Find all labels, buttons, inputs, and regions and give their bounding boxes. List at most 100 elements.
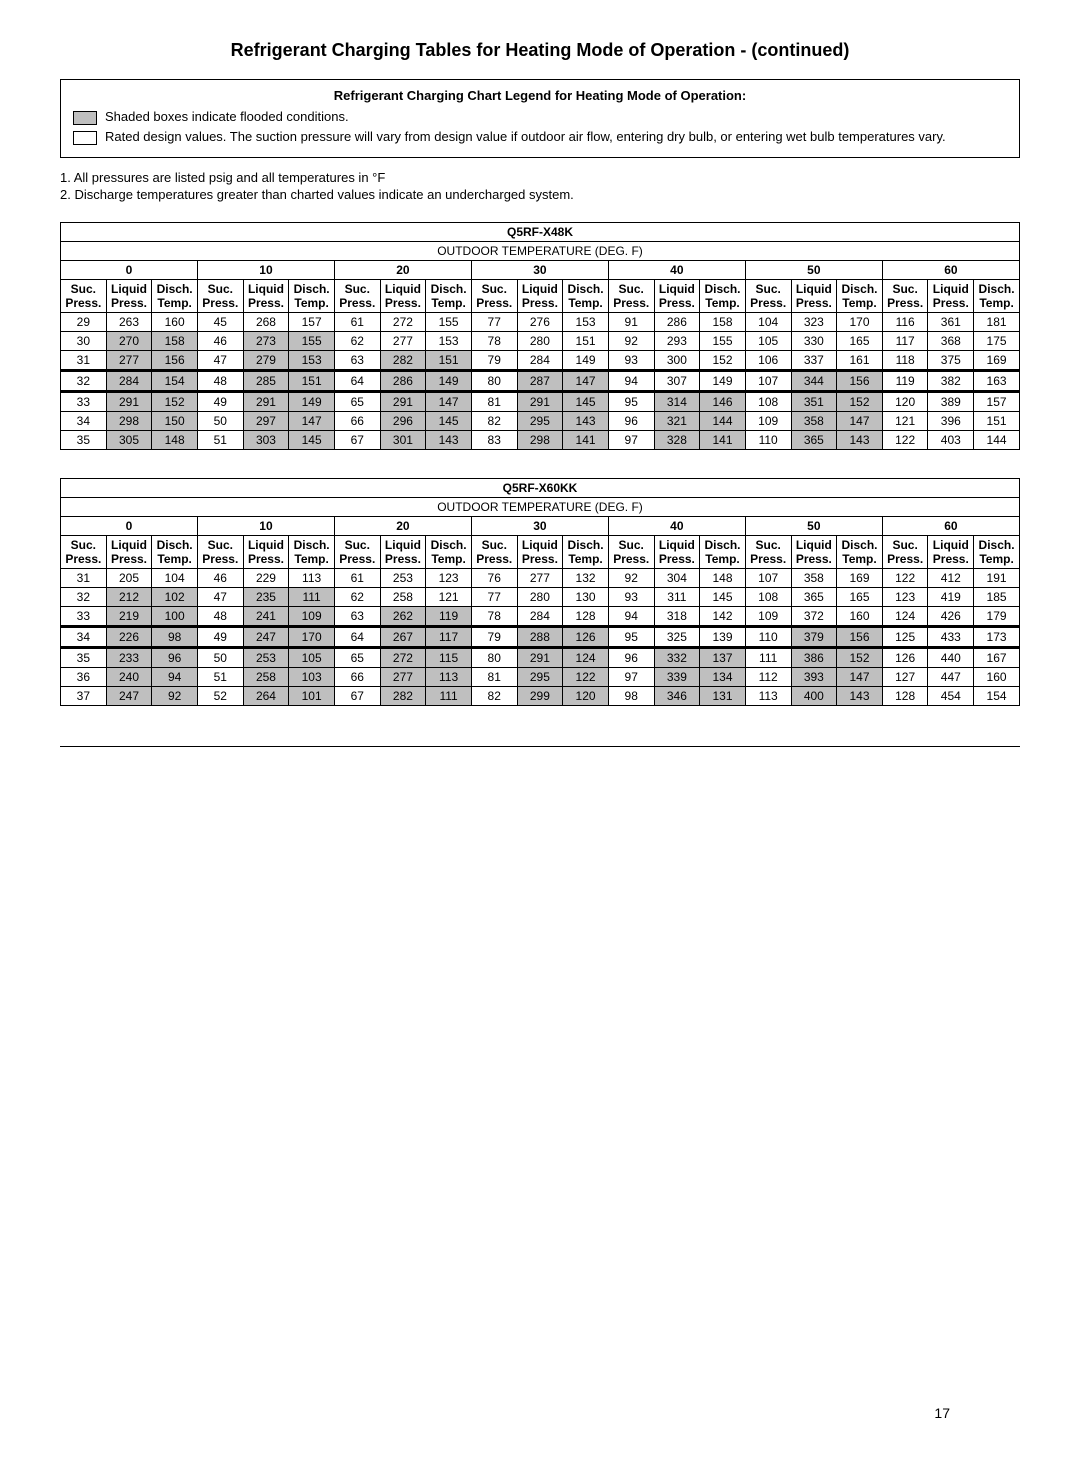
table-cell: 368 — [928, 332, 974, 351]
table-cell: 273 — [243, 332, 289, 351]
table-row: 3724792522641016728211182299120983461311… — [61, 687, 1020, 706]
table-cell: 288 — [517, 627, 563, 648]
column-label: Disch.Temp. — [426, 280, 472, 313]
column-label: Suc.Press. — [745, 280, 791, 313]
table-cell: 247 — [243, 627, 289, 648]
table-cell: 365 — [791, 431, 837, 450]
column-label: Suc.Press. — [61, 280, 107, 313]
temp-group-header: 40 — [608, 261, 745, 280]
table-cell: 149 — [700, 371, 746, 392]
table-cell: 301 — [380, 431, 426, 450]
column-label: Suc.Press. — [882, 536, 928, 569]
table-cell: 152 — [700, 351, 746, 371]
table-cell: 31 — [61, 569, 107, 588]
page-number: 17 — [934, 1405, 950, 1421]
table-row: 3530514851303145673011438329814197328141… — [61, 431, 1020, 450]
table-cell: 149 — [426, 371, 472, 392]
table-cell: 61 — [334, 313, 380, 332]
table-cell: 153 — [426, 332, 472, 351]
charging-table: Q5RF-X60KKOUTDOOR TEMPERATURE (DEG. F)01… — [60, 478, 1020, 706]
table-cell: 117 — [882, 332, 928, 351]
table-cell: 311 — [654, 588, 700, 607]
table-cell: 272 — [380, 648, 426, 668]
table-cell: 325 — [654, 627, 700, 648]
table-cell: 389 — [928, 392, 974, 412]
table-cell: 299 — [517, 687, 563, 706]
table-cell: 270 — [106, 332, 152, 351]
table-cell: 284 — [517, 607, 563, 627]
table-cell: 291 — [380, 392, 426, 412]
table-cell: 101 — [289, 687, 335, 706]
table-cell: 277 — [380, 332, 426, 351]
table-cell: 137 — [700, 648, 746, 668]
table-cell: 154 — [152, 371, 198, 392]
table-row: 3523396502531056527211580291124963321371… — [61, 648, 1020, 668]
table-cell: 76 — [471, 569, 517, 588]
table-cell: 291 — [517, 392, 563, 412]
table-cell: 33 — [61, 607, 107, 627]
column-label: Suc.Press. — [745, 536, 791, 569]
table-cell: 267 — [380, 627, 426, 648]
table-cell: 49 — [197, 392, 243, 412]
table-cell: 143 — [837, 687, 883, 706]
temp-group-header: 60 — [882, 517, 1019, 536]
table-cell: 62 — [334, 588, 380, 607]
column-label: Disch.Temp. — [700, 536, 746, 569]
table-cell: 145 — [426, 412, 472, 431]
table-cell: 48 — [197, 607, 243, 627]
table-cell: 258 — [380, 588, 426, 607]
table-cell: 141 — [700, 431, 746, 450]
table-cell: 45 — [197, 313, 243, 332]
table-cell: 282 — [380, 687, 426, 706]
temp-group-header: 20 — [334, 261, 471, 280]
temp-group-header: 40 — [608, 517, 745, 536]
table-cell: 108 — [745, 588, 791, 607]
table-cell: 65 — [334, 392, 380, 412]
table-cell: 277 — [380, 668, 426, 687]
table-cell: 93 — [608, 588, 654, 607]
table-cell: 160 — [152, 313, 198, 332]
table-cell: 287 — [517, 371, 563, 392]
table-cell: 307 — [654, 371, 700, 392]
table-cell: 126 — [563, 627, 609, 648]
table-cell: 151 — [974, 412, 1020, 431]
table-cell: 433 — [928, 627, 974, 648]
table-cell: 154 — [974, 687, 1020, 706]
temp-group-header: 50 — [745, 517, 882, 536]
table-cell: 104 — [745, 313, 791, 332]
table-cell: 165 — [837, 332, 883, 351]
table-cell: 279 — [243, 351, 289, 371]
table-cell: 121 — [882, 412, 928, 431]
table-cell: 30 — [61, 332, 107, 351]
table-cell: 107 — [745, 371, 791, 392]
table-cell: 151 — [426, 351, 472, 371]
table-cell: 157 — [289, 313, 335, 332]
table-cell: 117 — [426, 627, 472, 648]
table-cell: 153 — [563, 313, 609, 332]
column-label: Suc.Press. — [608, 536, 654, 569]
table-cell: 276 — [517, 313, 563, 332]
table-cell: 142 — [700, 607, 746, 627]
table-cell: 111 — [745, 648, 791, 668]
notes: 1. All pressures are listed psig and all… — [60, 170, 1020, 202]
table-cell: 148 — [152, 431, 198, 450]
table-cell: 382 — [928, 371, 974, 392]
table-cell: 145 — [289, 431, 335, 450]
table-cell: 258 — [243, 668, 289, 687]
table-cell: 284 — [106, 371, 152, 392]
table-cell: 105 — [745, 332, 791, 351]
table-cell: 263 — [106, 313, 152, 332]
table-cell: 295 — [517, 668, 563, 687]
table-cell: 152 — [837, 648, 883, 668]
table-cell: 291 — [517, 648, 563, 668]
table-cell: 235 — [243, 588, 289, 607]
table-cell: 358 — [791, 412, 837, 431]
table-cell: 143 — [426, 431, 472, 450]
temp-group-header: 0 — [61, 517, 198, 536]
column-label: Disch.Temp. — [426, 536, 472, 569]
table-cell: 280 — [517, 332, 563, 351]
table-cell: 323 — [791, 313, 837, 332]
table-cell: 77 — [471, 588, 517, 607]
table-cell: 115 — [426, 648, 472, 668]
table-cell: 82 — [471, 412, 517, 431]
